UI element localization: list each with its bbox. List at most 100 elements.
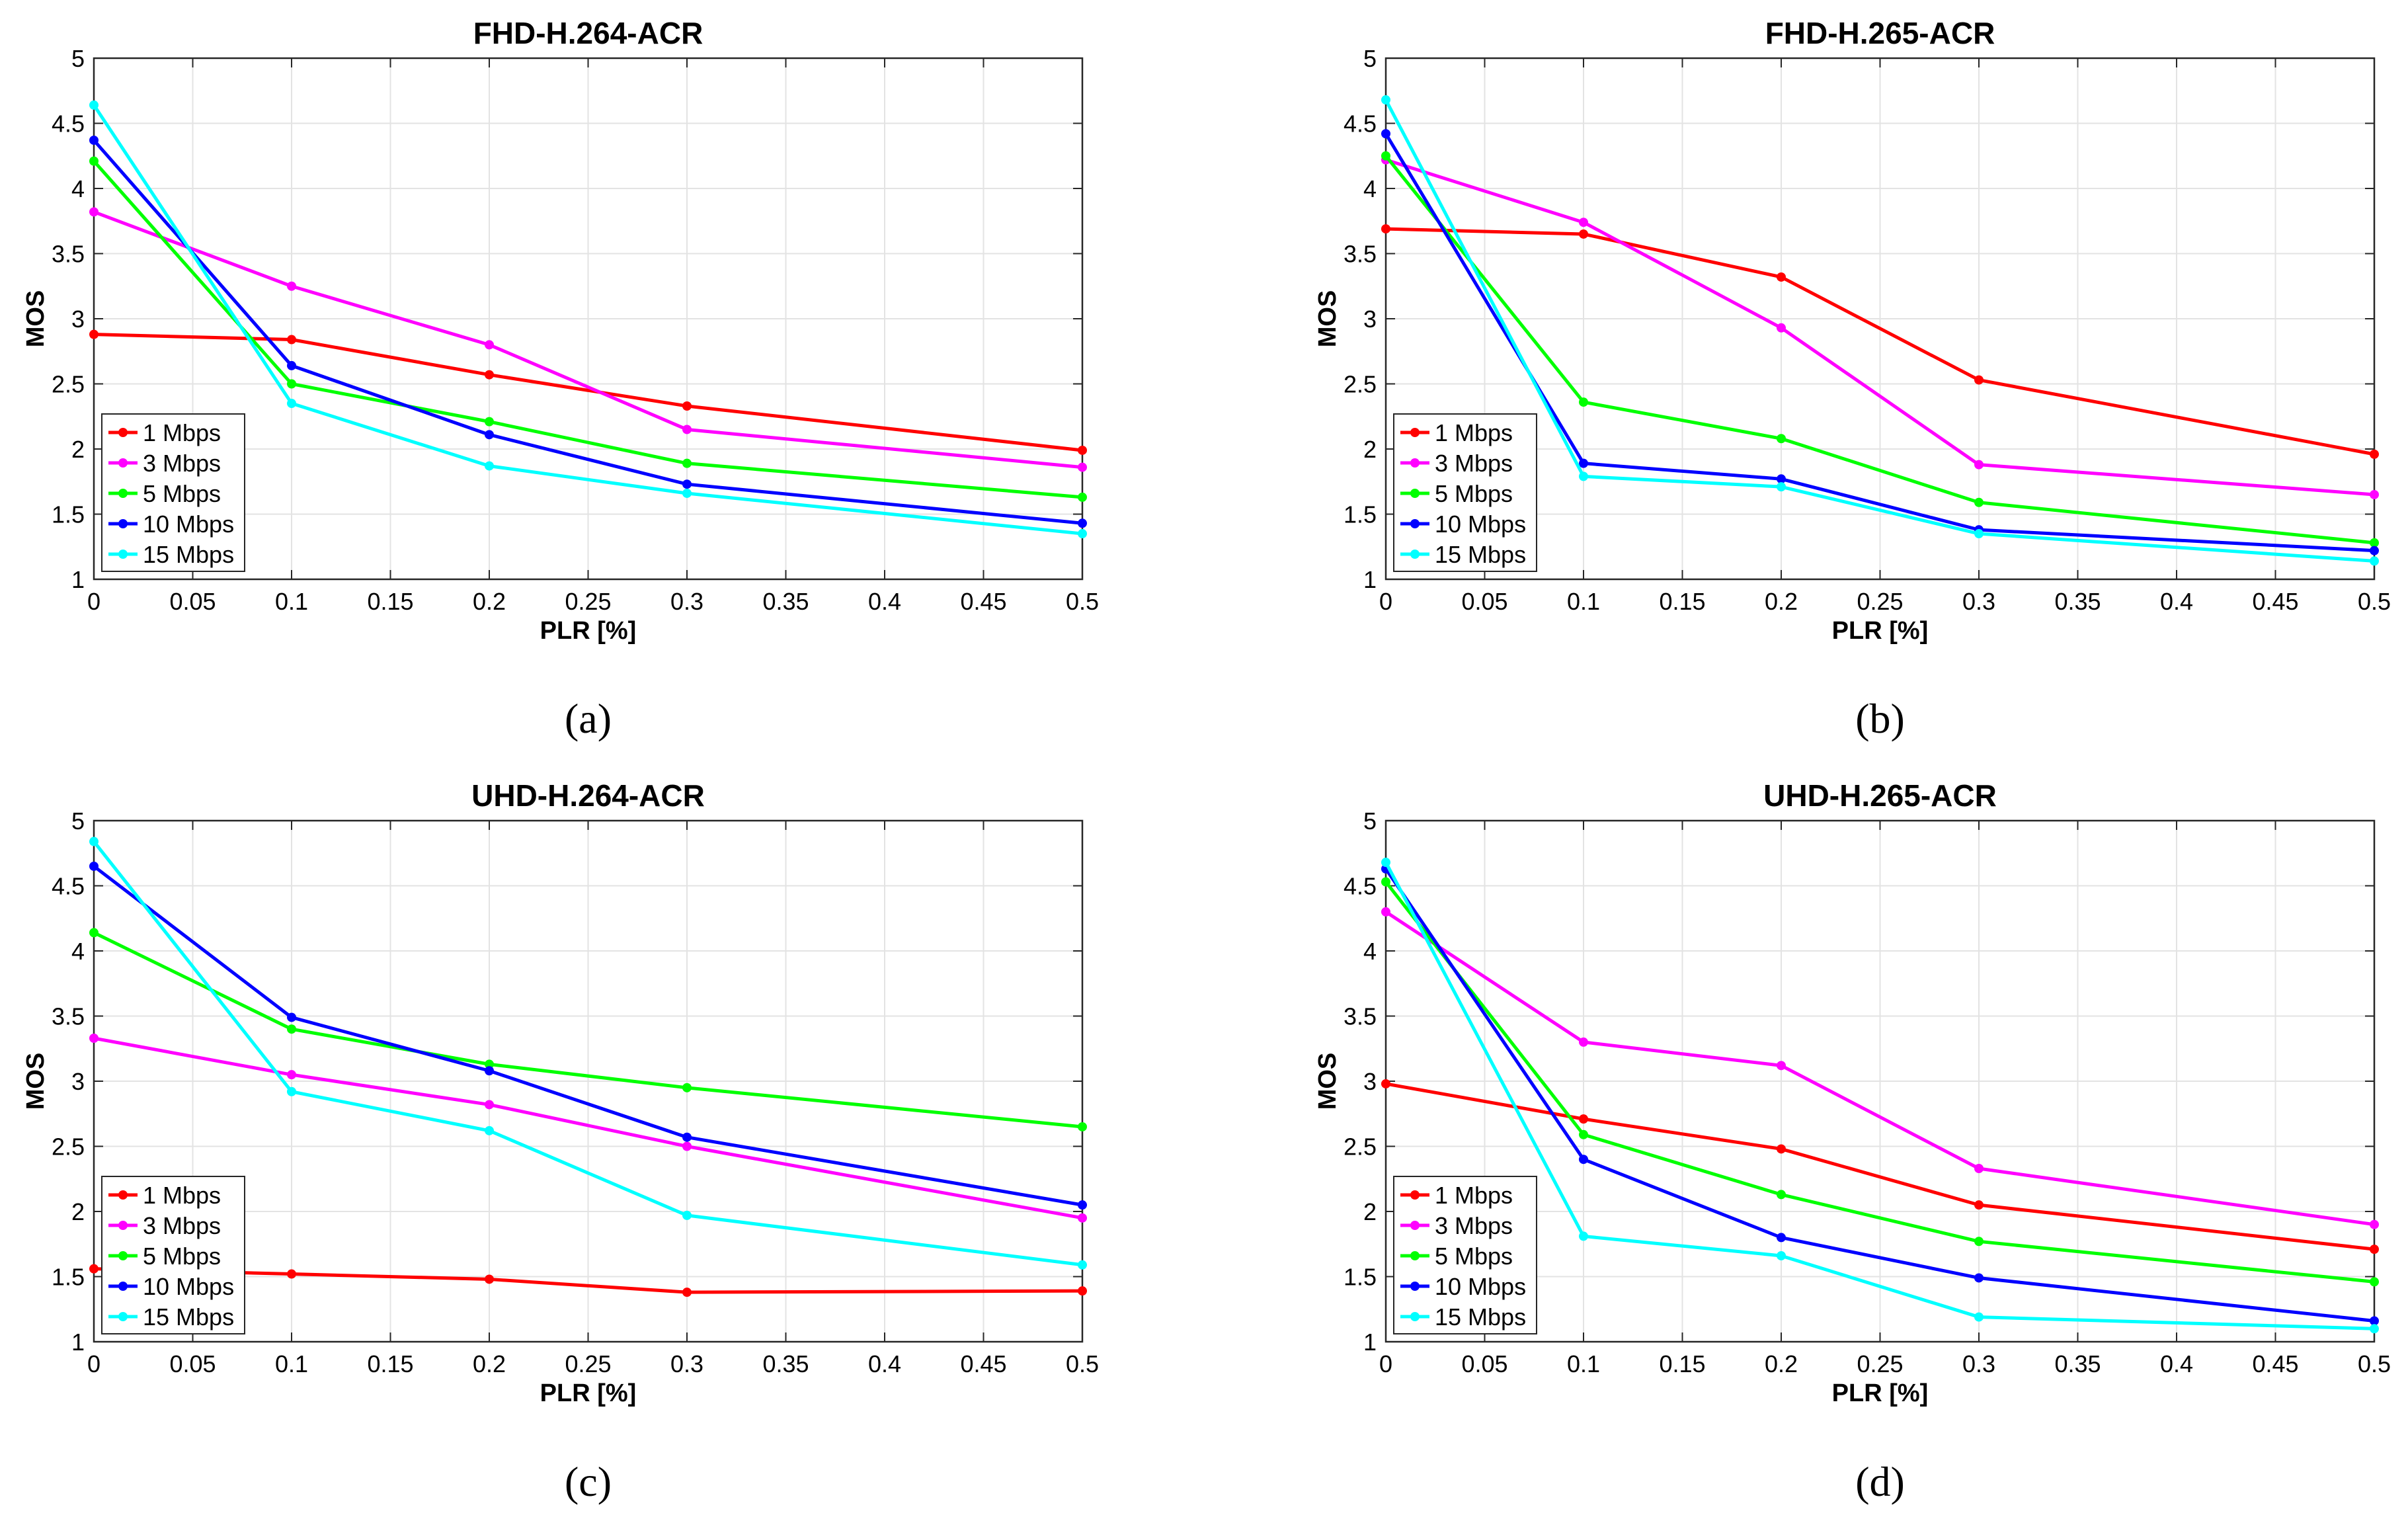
data-point <box>485 1059 494 1069</box>
data-point <box>1777 482 1786 492</box>
x-tick-label: 0 <box>87 588 100 615</box>
y-tick-label: 5 <box>71 45 85 72</box>
x-tick-label: 0.15 <box>1659 588 1705 615</box>
data-point <box>1579 1129 1588 1139</box>
data-point <box>2370 538 2379 548</box>
data-point <box>1078 518 1087 528</box>
legend: 1 Mbps 3 Mbps 5 Mbps 10 Mbps 15 Mbps <box>101 413 245 572</box>
data-point <box>485 1274 494 1284</box>
legend-marker <box>118 1251 128 1260</box>
data-point <box>1777 1061 1786 1071</box>
data-point <box>89 100 99 110</box>
y-tick-label: 1 <box>71 566 85 593</box>
x-tick-label: 0.2 <box>1765 588 1798 615</box>
x-tick-label: 0.05 <box>169 588 216 615</box>
x-tick-label: 0.35 <box>762 588 809 615</box>
legend: 1 Mbps 3 Mbps 5 Mbps 10 Mbps 15 Mbps <box>1393 413 1537 572</box>
x-tick-label: 0.4 <box>868 1350 901 1377</box>
data-point <box>1078 492 1087 502</box>
x-axis-label: PLR [%] <box>1832 617 1929 645</box>
data-point <box>1579 218 1588 227</box>
data-point <box>1777 434 1786 444</box>
y-tick-label: 1.5 <box>52 501 85 528</box>
x-tick-label: 0.15 <box>367 588 413 615</box>
y-tick-label: 4 <box>1363 175 1377 202</box>
legend-marker <box>1410 458 1420 468</box>
data-point <box>1078 1200 1087 1210</box>
data-point <box>1579 1037 1588 1047</box>
data-point <box>682 425 692 434</box>
y-axis-label: MOS <box>22 290 50 348</box>
x-tick-label: 0 <box>87 1350 100 1377</box>
data-point <box>1777 474 1786 484</box>
x-tick-label: 0.35 <box>762 1350 809 1377</box>
legend-label: 5 Mbps <box>1435 480 1513 507</box>
x-tick-label: 0.3 <box>670 588 703 615</box>
y-tick-label: 1.5 <box>1344 501 1377 528</box>
legend-label: 5 Mbps <box>1435 1243 1513 1270</box>
y-tick-label: 5 <box>1363 45 1377 72</box>
panel-caption: (b) <box>1855 695 1905 742</box>
chart-panel-3: 0 0.05 0.1 0.15 0.2 0.25 0.3 0.35 0.4 0.45 0.5 1 1.5… <box>22 778 1099 1407</box>
x-tick-label: 0.25 <box>1857 588 1903 615</box>
data-point <box>682 1132 692 1142</box>
data-point <box>1974 1273 1984 1283</box>
y-tick-label: 5 <box>1363 807 1377 835</box>
series-5-mbps <box>89 928 1087 1131</box>
y-tick-label: 4.5 <box>1344 873 1377 900</box>
x-tick-label: 0.45 <box>960 1350 1006 1377</box>
legend-marker <box>118 428 128 437</box>
data-point <box>1078 1286 1087 1296</box>
y-axis-label: MOS <box>1314 290 1342 348</box>
data-point <box>287 1269 296 1279</box>
x-tick-label: 0.35 <box>2054 1350 2101 1377</box>
y-tick-label: 2.5 <box>1344 371 1377 398</box>
data-point <box>89 207 99 217</box>
data-point <box>1777 272 1786 282</box>
data-point <box>287 1086 296 1096</box>
y-tick-label: 4.5 <box>52 873 85 900</box>
data-point <box>2370 1277 2379 1287</box>
y-tick-label: 4 <box>71 938 85 965</box>
data-point <box>485 340 494 350</box>
legend-label: 5 Mbps <box>143 480 221 507</box>
legend-label: 10 Mbps <box>143 1273 234 1300</box>
data-point <box>89 837 99 846</box>
legend-label: 10 Mbps <box>143 511 234 538</box>
legend-marker <box>1410 1190 1420 1200</box>
legend-marker <box>1410 1312 1420 1321</box>
y-tick-label: 4 <box>1363 938 1377 965</box>
data-point <box>287 281 296 291</box>
data-point <box>89 1033 99 1043</box>
data-point <box>2370 556 2379 566</box>
y-tick-label: 5 <box>71 807 85 835</box>
data-point <box>1974 529 1984 539</box>
y-tick-label: 2.5 <box>52 1133 85 1161</box>
x-tick-label: 0.1 <box>1567 1350 1600 1377</box>
data-point <box>1579 1231 1588 1241</box>
x-tick-label: 0.25 <box>565 588 611 615</box>
data-point <box>1974 1312 1984 1322</box>
data-point <box>1777 1144 1786 1154</box>
y-tick-label: 3.5 <box>52 1003 85 1030</box>
data-point <box>1381 858 1390 868</box>
y-tick-label: 3.5 <box>1344 241 1377 268</box>
legend-marker <box>1410 489 1420 498</box>
x-tick-label: 0.4 <box>2160 588 2193 615</box>
data-point <box>1777 1233 1786 1243</box>
x-axis-label: PLR [%] <box>540 1379 637 1407</box>
chart-title: UHD-H.264-ACR <box>471 778 705 813</box>
x-tick-label: 0.3 <box>670 1350 703 1377</box>
data-point <box>1381 907 1390 917</box>
y-tick-label: 3 <box>71 306 85 333</box>
y-tick-label: 4.5 <box>52 110 85 138</box>
legend-label: 3 Mbps <box>143 450 221 477</box>
series-5-mbps <box>1381 877 2379 1287</box>
x-tick-label: 0.1 <box>275 1350 308 1377</box>
x-tick-label: 0.05 <box>169 1350 216 1377</box>
data-point <box>287 399 296 409</box>
data-point <box>682 1288 692 1297</box>
data-point <box>2370 1316 2379 1326</box>
data-point <box>89 1264 99 1274</box>
data-point <box>2370 449 2379 459</box>
